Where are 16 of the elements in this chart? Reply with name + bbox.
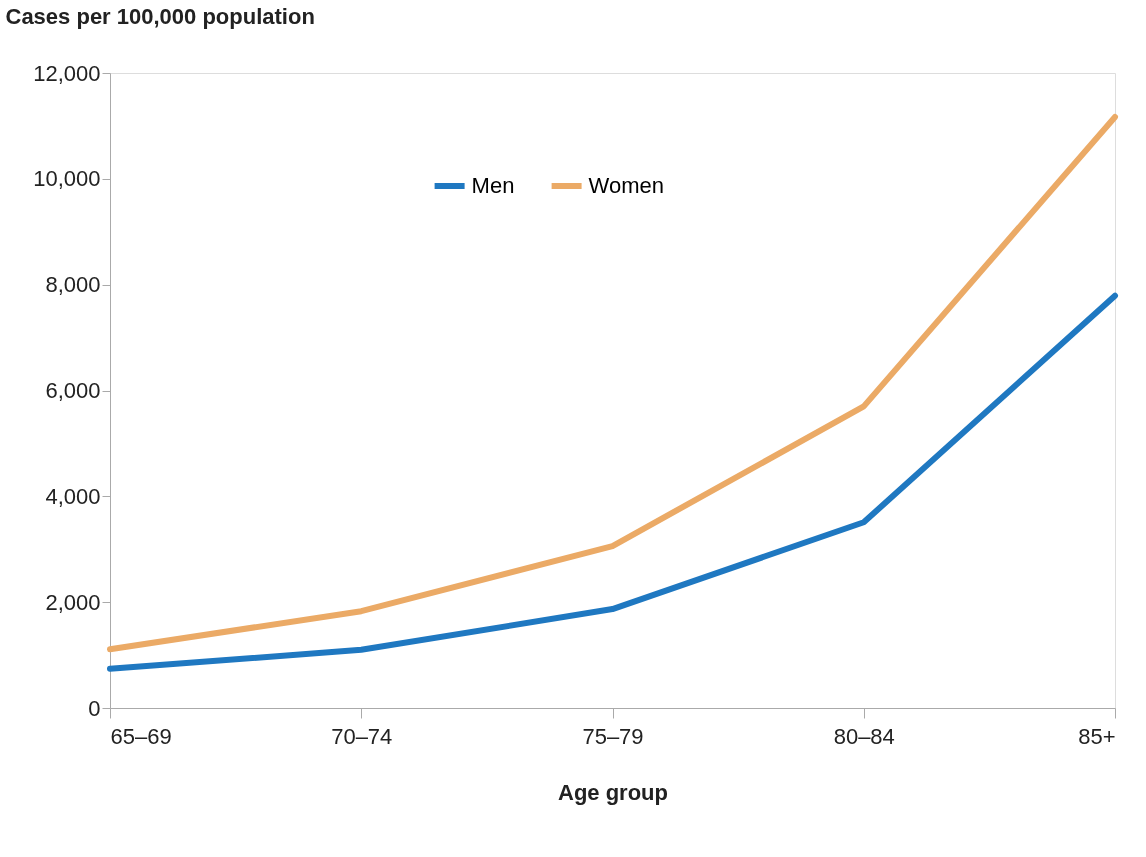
x-tick-label: 65–69: [110, 723, 172, 749]
y-tick-label: 4,000: [45, 483, 101, 509]
y-tick-label: 2,000: [45, 589, 101, 615]
y-tick-label: 10,000: [33, 166, 101, 192]
x-tick-label: 75–79: [582, 723, 644, 749]
y-tick-label: 6,000: [45, 378, 101, 403]
y-tick-label: 8,000: [45, 272, 101, 298]
y-tick-label: 0: [88, 695, 101, 721]
legend-label: Men: [471, 173, 515, 198]
y-axis-title: Cases per 100,000 population: [5, 3, 315, 29]
x-tick-label: 70–74: [331, 723, 393, 749]
x-tick-label: 85+: [1078, 723, 1116, 749]
x-axis-title: Age group: [558, 779, 668, 805]
legend-label: Women: [588, 173, 665, 198]
y-tick-label: 12,000: [33, 60, 101, 86]
x-tick-label: 80–84: [833, 723, 895, 749]
